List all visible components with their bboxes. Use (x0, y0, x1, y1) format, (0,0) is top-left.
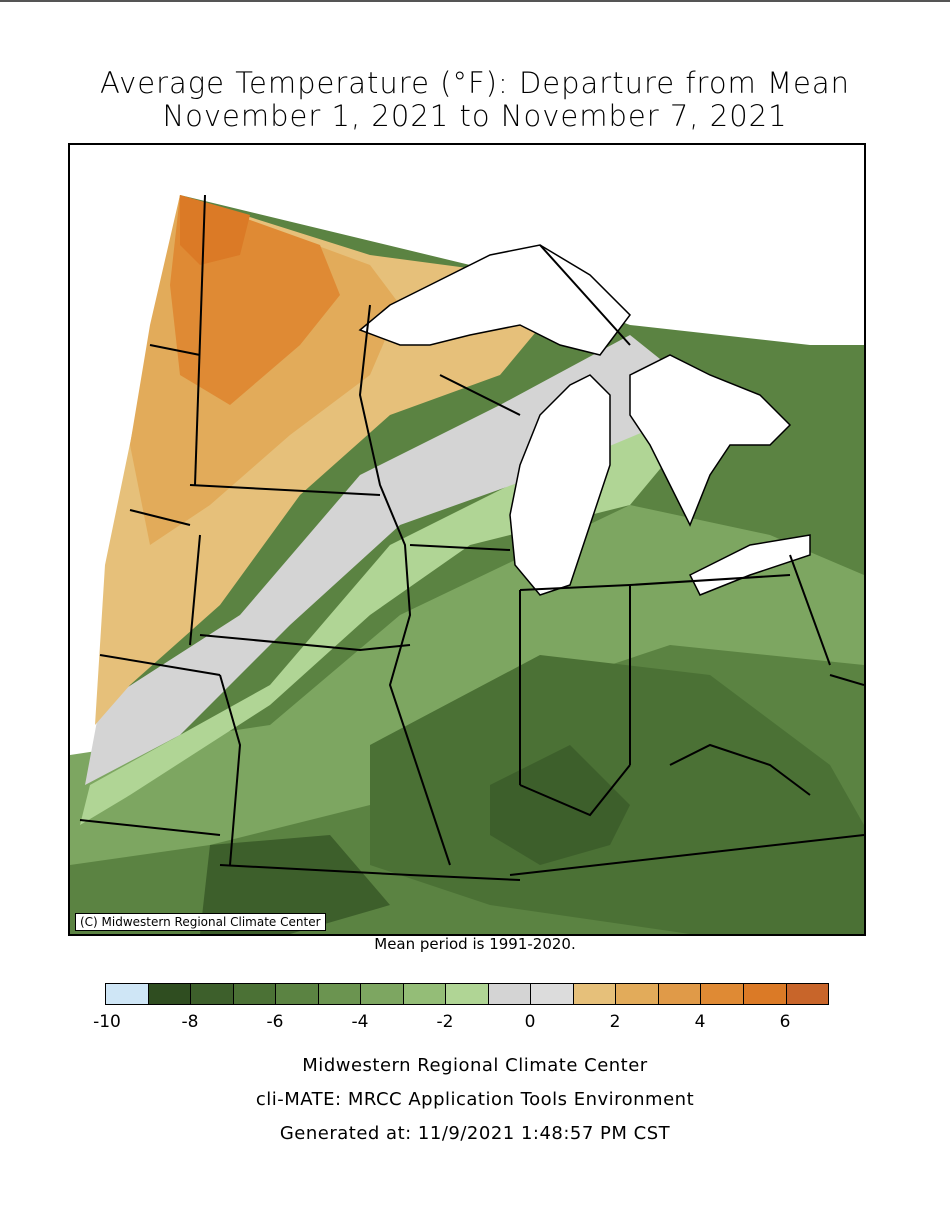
legend-swatch (361, 984, 404, 1004)
legend-swatch (403, 984, 447, 1004)
legend-swatch (446, 984, 489, 1004)
legend-swatch (658, 984, 702, 1004)
footer-organization: Midwestern Regional Climate Center (302, 1055, 648, 1076)
legend-swatch (488, 984, 532, 1004)
map-date-range: November 1, 2021 to November 7, 2021 (162, 99, 788, 133)
legend-swatch (106, 984, 149, 1004)
footer-application: cli-MATE: MRCC Application Tools Environ… (255, 1089, 695, 1110)
lake-michigan (509, 374, 611, 596)
legend-swatch (786, 984, 829, 1004)
legend-tick-label: 0 (524, 1012, 536, 1032)
region-orange-dark (180, 195, 250, 265)
legend-swatch (318, 984, 362, 1004)
map-canvas (70, 194, 864, 934)
legend-swatch (573, 984, 617, 1004)
legend-tick-label: -6 (266, 1012, 284, 1032)
legend-tick-label: -8 (181, 1012, 199, 1032)
legend-tick-label: 4 (694, 1012, 706, 1032)
legend-swatch (191, 984, 234, 1004)
lake-huron (629, 354, 792, 527)
color-legend (105, 983, 829, 1005)
temperature-departure-map (68, 143, 866, 936)
legend-tick-label: -2 (436, 1012, 454, 1032)
mean-period-note: Mean period is 1991-2020. (374, 935, 576, 953)
legend-swatch (701, 984, 744, 1004)
legend-tick-label: -10 (93, 1012, 121, 1032)
map-credit: (C) Midwestern Regional Climate Center (75, 913, 326, 931)
region-green-darkest (490, 745, 630, 865)
legend-swatch (616, 984, 659, 1004)
lake-superior (358, 244, 631, 356)
state-boundaries (79, 194, 864, 881)
legend-swatch (148, 984, 192, 1004)
legend-swatch (233, 984, 277, 1004)
legend-tick-label: -4 (351, 1012, 369, 1032)
footer-generated-time: Generated at: 11/9/2021 1:48:57 PM CST (279, 1123, 671, 1144)
legend-swatch (531, 984, 574, 1004)
region-green-mid (70, 505, 864, 865)
legend-tick-label: 6 (779, 1012, 791, 1032)
legend-swatch (743, 984, 787, 1004)
legend-swatch (276, 984, 319, 1004)
map-title: Average Temperature (°F): Departure from… (99, 66, 851, 100)
region-green-darkest-2 (200, 835, 390, 934)
top-border (0, 0, 950, 2)
legend-tick-label: 2 (609, 1012, 621, 1032)
